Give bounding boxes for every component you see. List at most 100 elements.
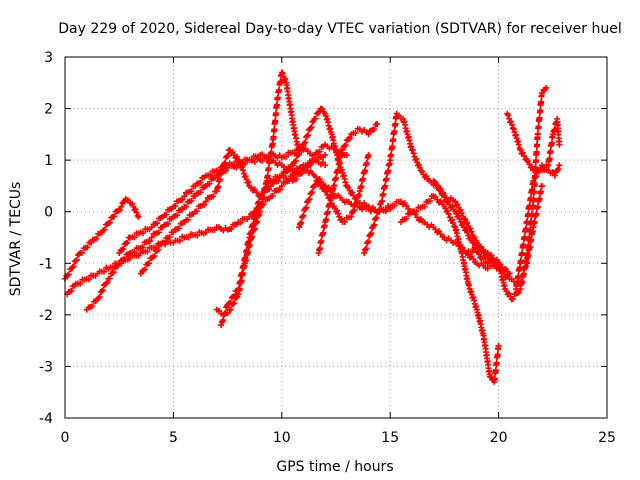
data-point [291, 168, 298, 175]
data-point [365, 238, 372, 245]
data-point [533, 148, 540, 155]
data-point [183, 203, 190, 210]
data-point [141, 266, 148, 273]
data-point [457, 206, 464, 213]
data-point [233, 153, 240, 160]
data-point [197, 189, 204, 196]
data-point [306, 196, 313, 203]
data-point [534, 203, 541, 210]
data-point [347, 135, 354, 142]
data-point [118, 203, 125, 210]
data-point [431, 179, 438, 186]
data-point [227, 306, 234, 313]
data-point [239, 269, 246, 276]
data-point [450, 220, 457, 227]
data-point [309, 189, 316, 196]
data-point [390, 136, 397, 143]
data-point [164, 220, 171, 227]
data-point [291, 158, 298, 165]
data-point [538, 188, 545, 195]
data-point [132, 206, 139, 213]
data-point [338, 215, 345, 222]
data-point [461, 215, 468, 222]
data-point [343, 151, 350, 158]
data-point [148, 234, 155, 241]
y-tick-label: -1 [39, 256, 53, 272]
data-point [525, 158, 532, 165]
x-tick-label: 20 [490, 430, 508, 446]
data-point [237, 219, 244, 226]
data-point [339, 146, 346, 153]
data-point [543, 84, 550, 91]
data-point [265, 165, 272, 172]
data-point [65, 271, 72, 278]
data-point [533, 157, 540, 164]
data-point [89, 303, 96, 310]
data-point [279, 70, 286, 77]
data-point [68, 287, 75, 294]
data-point [235, 157, 242, 164]
x-axis-label: GPS time / hours [276, 459, 393, 475]
x-tick-label: 0 [61, 430, 70, 446]
data-point [335, 210, 342, 217]
data-point [524, 250, 531, 257]
chart-title: Day 229 of 2020, Sidereal Day-to-day VTE… [58, 21, 621, 37]
data-point [207, 172, 214, 179]
data-point [320, 229, 327, 236]
data-point [360, 175, 367, 182]
data-point [217, 176, 224, 183]
y-tick-label: 0 [44, 205, 53, 221]
data-point [371, 126, 378, 133]
data-point [269, 192, 276, 199]
data-point [403, 215, 410, 222]
data-point [368, 230, 375, 237]
data-point [320, 184, 327, 191]
data-point [371, 221, 378, 228]
data-point [70, 263, 77, 270]
data-point [444, 207, 451, 214]
data-point [197, 179, 204, 186]
data-point [121, 256, 128, 263]
data-point [146, 238, 153, 245]
data-point [510, 295, 517, 302]
data-point [175, 225, 182, 232]
data-point [327, 200, 334, 207]
data-point [521, 233, 528, 240]
data-point [316, 148, 323, 155]
data-point [276, 186, 283, 193]
data-point [133, 209, 140, 216]
data-point [522, 263, 529, 270]
data-point [243, 246, 250, 253]
y-tick-label: 1 [44, 153, 53, 169]
data-point [248, 157, 255, 164]
data-point [283, 153, 290, 160]
data-point [222, 159, 229, 166]
data-point [342, 142, 349, 149]
data-point [276, 87, 283, 94]
data-point [349, 189, 356, 196]
data-point [202, 198, 209, 205]
data-point [515, 273, 522, 280]
data-point [554, 167, 561, 174]
data-point [392, 120, 399, 127]
data-point [530, 177, 537, 184]
data-point [484, 249, 491, 256]
data-point [124, 239, 131, 246]
data-point [194, 232, 201, 239]
data-point [448, 216, 455, 223]
data-point [336, 159, 343, 166]
data-point [265, 183, 272, 190]
data-point [224, 152, 231, 159]
data-point [273, 110, 280, 117]
data-point [259, 190, 266, 197]
data-point [221, 160, 228, 167]
data-point [278, 182, 285, 189]
data-point [93, 235, 100, 242]
data-point [388, 151, 395, 158]
data-point [551, 126, 558, 133]
data-point [365, 131, 372, 138]
data-point [181, 193, 188, 200]
data-point [333, 175, 339, 182]
data-point [239, 167, 246, 174]
